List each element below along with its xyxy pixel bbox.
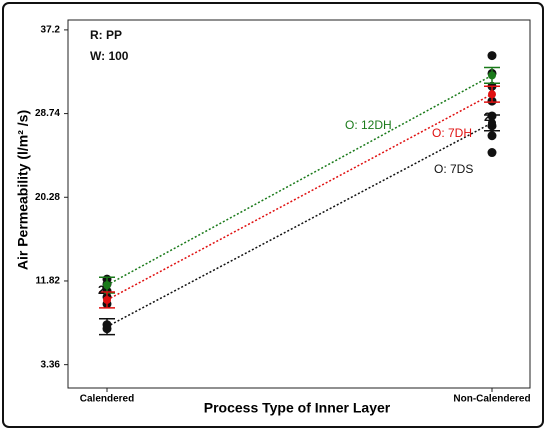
y-tick-label: 3.36 <box>41 359 61 370</box>
series-label: O: 12DH <box>345 118 392 132</box>
series-line <box>106 122 493 328</box>
mean-point <box>488 118 496 127</box>
mean-point <box>488 90 496 99</box>
y-tick-label: 37.2 <box>41 25 61 36</box>
y-tick-label: 11.82 <box>36 276 61 287</box>
mean-point <box>103 281 111 290</box>
series-label: O: 7DH <box>432 126 472 140</box>
frame <box>2 2 544 428</box>
y-tick-label: 20.28 <box>35 192 60 203</box>
annotation: 2 <box>98 283 105 297</box>
mean-point <box>488 71 496 80</box>
series-line <box>106 74 493 286</box>
y-tick-label: 28.74 <box>35 108 60 119</box>
annotation: R: PP <box>90 28 122 42</box>
series-line <box>106 93 493 301</box>
y-axis-title: Air Permeability (l/m² /s) <box>15 110 31 270</box>
series-label: O: 7DS <box>434 162 473 176</box>
x-axis-title: Process Type of Inner Layer <box>204 400 391 416</box>
x-tick-label: Non-Calendered <box>453 394 530 405</box>
observation <box>487 51 497 61</box>
mean-point <box>103 295 111 304</box>
observation <box>487 148 497 158</box>
observation <box>487 131 497 141</box>
x-tick-label: Calendered <box>80 394 134 405</box>
mean-point <box>103 322 111 331</box>
annotation: W: 100 <box>90 49 129 63</box>
annotation: 2 <box>484 110 491 124</box>
plot-area <box>67 19 531 389</box>
